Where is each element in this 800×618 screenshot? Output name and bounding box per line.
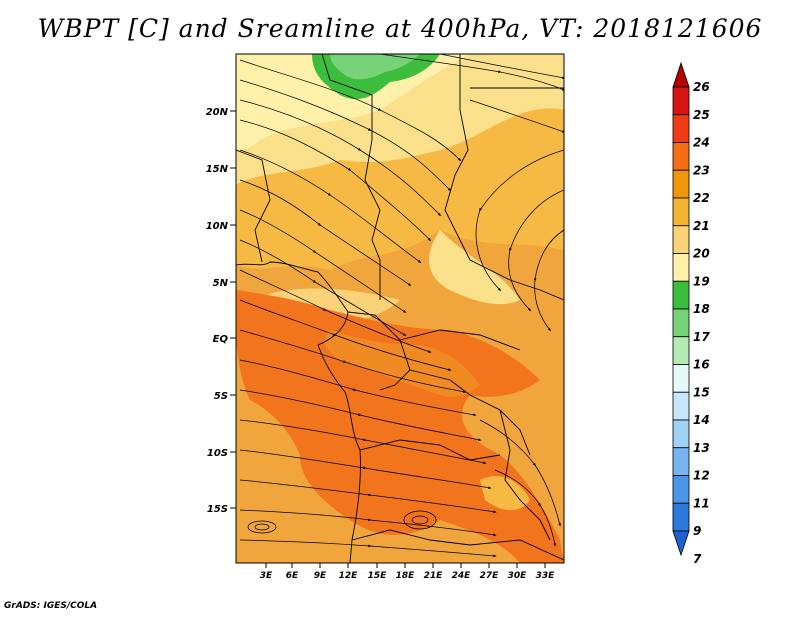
colorbar-label: 13 <box>693 441 710 455</box>
lat-label-15n: 15N <box>206 164 229 175</box>
lon-label-27e: 27E <box>480 571 500 581</box>
wbpt-field-16-17 <box>330 54 420 80</box>
colorbar-segment <box>672 197 690 227</box>
map-frame <box>235 53 565 564</box>
colorbar-segment <box>672 142 690 171</box>
lon-label-3e: 3E <box>260 571 273 581</box>
lon-label-21e: 21E <box>424 571 444 581</box>
colorbar-segment <box>672 169 690 199</box>
colorbar-label: 9 <box>693 524 701 538</box>
colorbar-segment <box>672 336 690 365</box>
colorbar-label: 21 <box>693 219 710 233</box>
lon-label-9e: 9E <box>314 571 327 581</box>
colorbar-segment <box>672 447 690 476</box>
lat-label-5s: 5S <box>214 391 228 402</box>
longitude-axis: 3E 6E 9E 12E 15E 18E 21E 24E 27E 30E 33E <box>260 563 555 581</box>
wbpt-field-21-22-sw <box>236 400 290 465</box>
colorbar-label: 24 <box>693 136 710 150</box>
colorbar-label: 18 <box>693 302 710 316</box>
lon-label-18e: 18E <box>396 571 416 581</box>
streamlines <box>239 54 564 558</box>
lat-label-5n: 5N <box>213 278 229 289</box>
colorbar-segment <box>672 308 690 338</box>
lat-label-20n: 20N <box>206 107 229 118</box>
chart-title: WBPT [C] and Sreamline at 400hPa, VT: 20… <box>37 14 763 43</box>
colorbar-segment <box>672 280 690 310</box>
map-panel <box>236 54 564 563</box>
colorbar-segment <box>672 225 690 254</box>
colorbar-segment <box>672 364 690 393</box>
lat-label-10n: 10N <box>206 221 229 232</box>
lon-label-12e: 12E <box>339 571 359 581</box>
colorbar: 26 25 24 23 22 21 20 19 18 17 16 15 14 13 12 11 9 7 <box>672 61 710 566</box>
lon-label-6e: 6E <box>286 571 299 581</box>
colorbar-label: 25 <box>693 108 710 122</box>
colorbar-label: 23 <box>693 163 710 177</box>
colorbar-label: 26 <box>693 80 710 94</box>
colorbar-segment <box>672 253 690 282</box>
colorbar-label: 12 <box>693 469 710 483</box>
lat-label-10s: 10S <box>207 448 228 459</box>
colorbar-segment <box>672 502 690 532</box>
latitude-axis: 20N 15N 10N 5N EQ 5S 10S 15S <box>206 107 236 515</box>
colorbar-label: 11 <box>693 496 710 510</box>
colorbar-segment <box>672 475 690 504</box>
colorbar-segment <box>672 419 690 449</box>
colorbar-label: 7 <box>693 552 702 566</box>
lon-label-15e: 15E <box>368 571 388 581</box>
wbpt-field-18-19 <box>236 54 470 150</box>
colorbar-segment <box>672 391 690 421</box>
lon-label-33e: 33E <box>536 571 556 581</box>
colorbar-label: 15 <box>693 385 710 399</box>
lat-label-15s: 15S <box>207 504 228 515</box>
lat-label-eq: EQ <box>213 334 229 345</box>
colorbar-segment <box>672 114 690 143</box>
colorbar-label: 19 <box>693 274 710 288</box>
colorbar-label: 14 <box>693 413 710 427</box>
lon-label-24e: 24E <box>452 571 472 581</box>
lon-label-30e: 30E <box>508 571 528 581</box>
colorbar-segment <box>672 86 690 116</box>
colorbar-arrow-top <box>672 61 690 88</box>
grads-credit: GrADS: IGES/COLA <box>4 601 98 611</box>
colorbar-label: 17 <box>693 330 710 344</box>
colorbar-arrow-bottom <box>672 530 690 557</box>
colorbar-label: 20 <box>693 247 710 261</box>
colorbar-label: 16 <box>693 358 710 372</box>
colorbar-label: 22 <box>693 191 710 205</box>
